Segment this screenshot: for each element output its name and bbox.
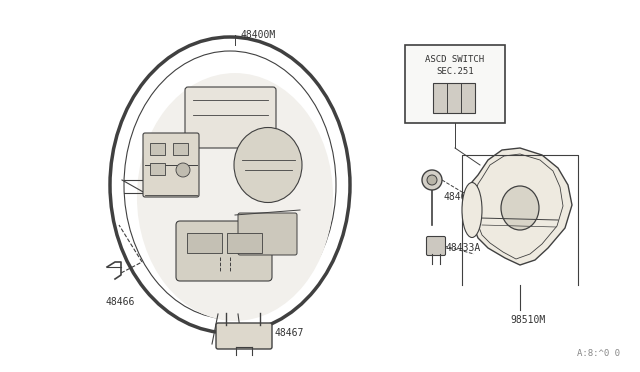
Text: 48466: 48466 bbox=[105, 297, 134, 307]
FancyBboxPatch shape bbox=[216, 323, 272, 349]
Ellipse shape bbox=[234, 128, 302, 202]
FancyBboxPatch shape bbox=[185, 87, 276, 148]
Bar bbox=[227, 233, 262, 253]
Ellipse shape bbox=[462, 183, 482, 237]
Bar bbox=[150, 163, 165, 175]
Ellipse shape bbox=[176, 163, 190, 177]
FancyBboxPatch shape bbox=[143, 133, 199, 197]
FancyBboxPatch shape bbox=[176, 221, 272, 281]
Bar bbox=[433, 83, 475, 113]
Text: 48433A: 48433A bbox=[446, 243, 481, 253]
Ellipse shape bbox=[427, 175, 437, 185]
FancyBboxPatch shape bbox=[426, 237, 445, 256]
Ellipse shape bbox=[501, 186, 539, 230]
Text: ASCD SWITCH: ASCD SWITCH bbox=[426, 55, 484, 64]
Text: SEC.251: SEC.251 bbox=[436, 67, 474, 76]
Text: 48400M: 48400M bbox=[241, 30, 276, 40]
Text: 98510M: 98510M bbox=[510, 315, 545, 325]
Bar bbox=[173, 143, 188, 155]
Bar bbox=[187, 233, 222, 253]
Text: 48467: 48467 bbox=[275, 328, 305, 338]
Ellipse shape bbox=[422, 170, 442, 190]
Bar bbox=[405, 45, 505, 123]
Text: A:8:^0 0: A:8:^0 0 bbox=[577, 349, 620, 358]
Bar bbox=[150, 143, 165, 155]
Ellipse shape bbox=[137, 73, 333, 321]
Text: 48465B: 48465B bbox=[444, 192, 479, 202]
FancyBboxPatch shape bbox=[238, 213, 297, 255]
Polygon shape bbox=[468, 148, 572, 265]
